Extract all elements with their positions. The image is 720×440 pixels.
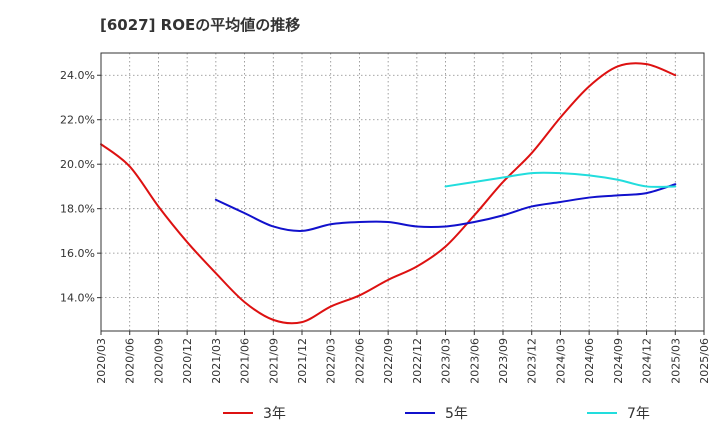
grid-lines xyxy=(101,53,704,331)
x-tick-label: 2023/09 xyxy=(497,338,510,384)
x-tick-label: 2023/12 xyxy=(526,338,539,384)
y-tick-label: 16.0% xyxy=(60,247,95,260)
series-lines xyxy=(100,62,677,325)
x-tick-label: 2024/06 xyxy=(583,338,596,384)
legend-label-1: 5年 xyxy=(445,406,468,422)
legend: 3年5年7年10年 xyxy=(223,406,650,422)
plot-background xyxy=(101,53,704,331)
legend-label-2: 7年 xyxy=(627,406,650,422)
x-tick-label: 2020/12 xyxy=(181,338,194,384)
y-tick-label: 18.0% xyxy=(60,203,95,216)
x-tick-label: 2020/03 xyxy=(95,338,108,384)
y-tick-label: 14.0% xyxy=(60,292,95,305)
x-tick-label: 2021/03 xyxy=(210,338,223,384)
y-axis-ticks: 14.0% 16.0% 18.0% 20.0% 22.0% 24.0% xyxy=(60,69,101,305)
x-tick-label: 2021/06 xyxy=(239,338,252,384)
x-tick-label: 2024/12 xyxy=(641,338,654,384)
x-tick-label: 2022/12 xyxy=(411,338,424,384)
series-line-0 xyxy=(100,62,677,325)
x-axis-ticks: 2020/03 2020/06 2020/09 2020/12 2021/03 2021/… xyxy=(95,331,711,384)
x-tick-label: 2024/03 xyxy=(554,338,567,384)
x-tick-label: 2025/06 xyxy=(698,338,711,384)
x-tick-label: 2023/03 xyxy=(440,338,453,384)
y-tick-label: 24.0% xyxy=(60,69,95,82)
x-tick-label: 2022/06 xyxy=(353,338,366,384)
x-tick-label: 2024/09 xyxy=(612,338,625,384)
x-tick-label: 2022/09 xyxy=(382,338,395,384)
x-tick-label: 2022/03 xyxy=(325,338,338,384)
y-tick-label: 20.0% xyxy=(60,158,95,171)
series-line-1 xyxy=(214,183,677,232)
x-tick-label: 2025/03 xyxy=(669,338,682,384)
plot-frame xyxy=(100,52,705,332)
x-tick-label: 2021/09 xyxy=(267,338,280,384)
x-tick-label: 2020/06 xyxy=(124,338,137,384)
x-tick-label: 2020/09 xyxy=(152,338,165,384)
y-tick-label: 22.0% xyxy=(60,114,95,127)
series-line-2 xyxy=(444,171,677,188)
x-tick-label: 2021/12 xyxy=(296,338,309,384)
chart-title: [6027] ROEの平均値の推移 xyxy=(100,16,301,34)
legend-label-0: 3年 xyxy=(263,406,286,422)
x-tick-label: 2023/06 xyxy=(468,338,481,384)
